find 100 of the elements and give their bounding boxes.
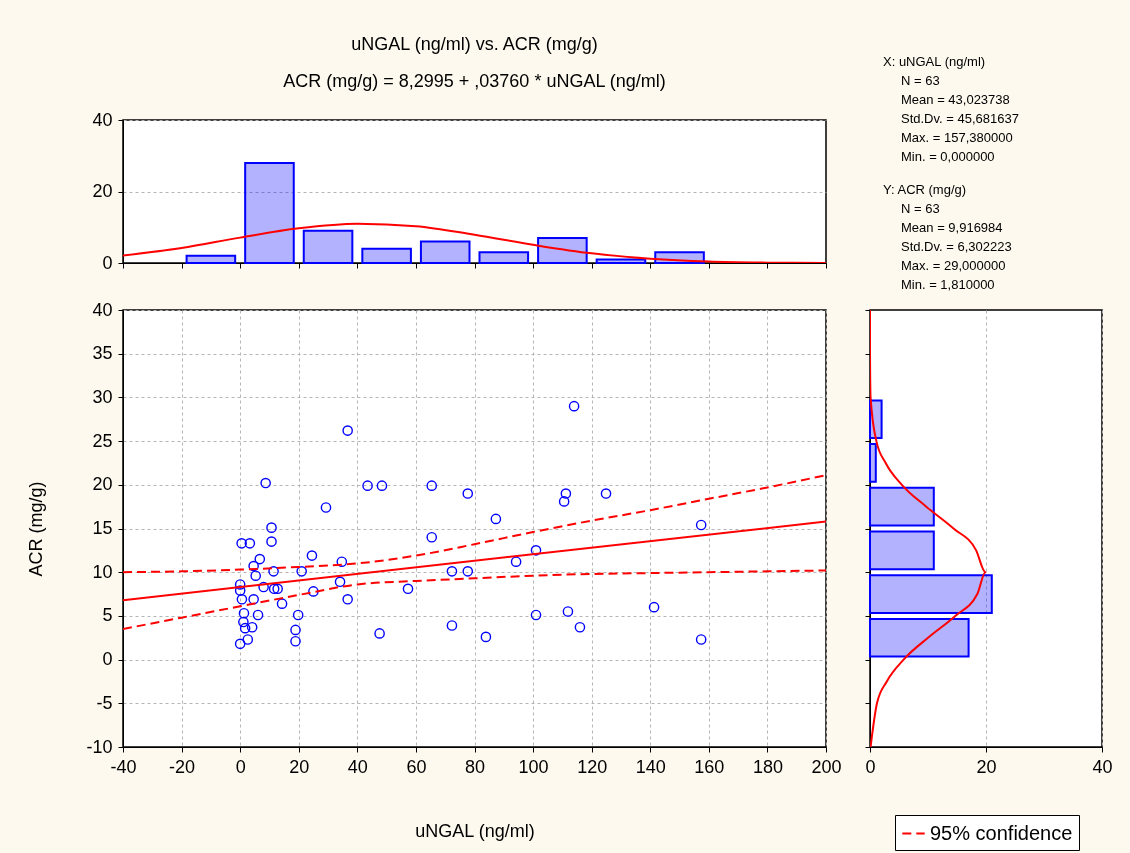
point xyxy=(290,635,301,647)
point xyxy=(648,601,660,613)
point xyxy=(252,609,264,621)
point xyxy=(362,480,373,491)
point xyxy=(238,616,249,628)
point xyxy=(695,519,707,531)
point xyxy=(530,545,542,556)
y-axis-title: ACR (mg/g) xyxy=(25,481,46,577)
x-tick-label: 180 xyxy=(752,756,783,777)
text: Min. = 1,810000 xyxy=(901,277,995,292)
point xyxy=(268,566,279,577)
y-tick-label: 0 xyxy=(102,649,113,670)
x-tick-label: 200 xyxy=(811,756,842,777)
point xyxy=(290,624,301,636)
point xyxy=(490,513,502,525)
y-tick-label: 35 xyxy=(92,343,113,364)
x-axis-title: uNGAL (ng/ml) xyxy=(415,820,535,841)
point xyxy=(258,581,269,593)
point xyxy=(272,583,283,595)
x-tick-label: 0 xyxy=(865,756,876,777)
point xyxy=(320,502,332,513)
text: Std.Dv. = 45,681637 xyxy=(901,111,1019,126)
text: Y: ACR (mg/g) xyxy=(883,182,967,197)
y-tick-label: 0 xyxy=(102,252,113,273)
point xyxy=(446,620,458,631)
point xyxy=(236,593,248,605)
y-tick-label: 30 xyxy=(92,386,113,407)
point xyxy=(426,480,438,491)
y-tick-label: 40 xyxy=(92,109,113,130)
point xyxy=(254,553,266,565)
x-tick-label: 20 xyxy=(976,756,997,777)
line-series xyxy=(123,474,826,574)
point xyxy=(246,621,258,633)
point xyxy=(376,480,388,491)
chart-title: uNGAL (ng/ml) vs. ACR (mg/g) xyxy=(351,34,598,54)
point xyxy=(239,622,251,634)
y-tick-label: -5 xyxy=(96,692,113,713)
point xyxy=(695,634,707,645)
y-tick-label: 40 xyxy=(92,299,113,320)
point xyxy=(236,538,247,549)
point xyxy=(568,400,580,412)
y-tick-label: -10 xyxy=(86,736,113,757)
text: Std.Dv. = 6,302223 xyxy=(901,239,1012,254)
point xyxy=(402,583,414,595)
point xyxy=(238,607,250,619)
point xyxy=(266,536,277,547)
point xyxy=(574,621,586,633)
point xyxy=(342,425,353,436)
text: Max. = 157,380000 xyxy=(901,130,1013,145)
y-tick-label: 5 xyxy=(102,605,113,626)
y-tick-label: 20 xyxy=(92,181,113,201)
y-tick-label: 20 xyxy=(92,474,113,495)
x-tick-label: 140 xyxy=(635,756,666,777)
point xyxy=(480,631,492,643)
point xyxy=(306,550,318,561)
point xyxy=(600,488,612,499)
point xyxy=(558,496,570,507)
point xyxy=(462,566,474,577)
x-tick-label: 160 xyxy=(694,756,725,777)
y-tick-label: 25 xyxy=(92,430,113,451)
point xyxy=(260,477,271,489)
point xyxy=(266,522,277,533)
point xyxy=(342,593,353,605)
point xyxy=(562,606,574,617)
point xyxy=(248,593,259,605)
text: X: uNGAL (ng/ml) xyxy=(883,54,986,69)
x-tick-label: 80 xyxy=(464,756,486,777)
point xyxy=(234,638,246,650)
legend-label: 95% confidence xyxy=(930,821,1073,844)
point xyxy=(462,488,474,499)
point xyxy=(244,538,256,549)
point xyxy=(292,609,304,621)
point xyxy=(248,560,259,572)
text: N = 63 xyxy=(901,73,940,88)
x-tick-label: 40 xyxy=(347,756,368,777)
point xyxy=(510,556,522,568)
point xyxy=(276,598,288,609)
y-tick-label: 10 xyxy=(92,561,113,582)
text: Mean = 9,916984 xyxy=(901,220,1003,235)
x-tick-label: -20 xyxy=(169,756,196,777)
point xyxy=(446,566,458,577)
point xyxy=(250,570,261,581)
text: Max. = 29,000000 xyxy=(901,258,1006,273)
point xyxy=(336,556,348,568)
x-tick-label: 100 xyxy=(518,756,549,777)
point xyxy=(374,628,385,639)
line-series xyxy=(123,569,826,631)
text: N = 63 xyxy=(901,201,940,216)
point xyxy=(268,583,280,595)
point xyxy=(308,586,319,597)
x-tick-label: 40 xyxy=(1092,756,1113,777)
point xyxy=(242,634,254,645)
x-tick-label: 60 xyxy=(406,756,427,777)
point xyxy=(296,566,307,577)
x-tick-label: -40 xyxy=(110,756,137,777)
text: Mean = 43,023738 xyxy=(901,92,1010,107)
x-tick-label: 0 xyxy=(235,756,246,777)
point xyxy=(530,609,542,621)
x-tick-label: 120 xyxy=(577,756,608,777)
point xyxy=(234,579,246,590)
